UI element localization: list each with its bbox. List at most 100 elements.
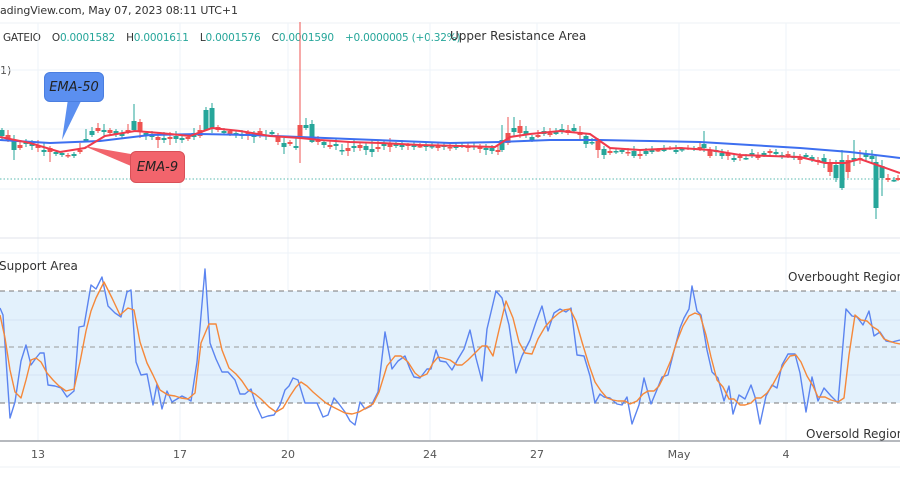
candlestick <box>363 142 369 155</box>
candlestick <box>891 177 897 182</box>
candle-body <box>707 150 713 156</box>
candle-body <box>701 144 707 148</box>
candlestick <box>631 146 637 158</box>
candle-body <box>863 154 869 157</box>
candle-body <box>601 149 607 155</box>
oscillator-pane <box>0 268 900 426</box>
candle-body <box>203 110 209 130</box>
stoch-d-line <box>0 281 900 415</box>
ema9-line <box>0 126 900 174</box>
candlestick <box>107 128 113 135</box>
ema50-callout-pointer <box>62 99 82 140</box>
candle-body <box>53 152 59 154</box>
candlestick <box>381 140 387 150</box>
stoch-k-line <box>0 268 900 426</box>
candlestick <box>595 138 601 158</box>
candle-body <box>65 155 71 157</box>
candlestick <box>71 152 77 158</box>
candle-body <box>429 146 435 148</box>
candle-body <box>309 124 315 142</box>
candle-body <box>643 151 649 154</box>
candlestick <box>293 138 299 150</box>
candle-body <box>137 122 143 132</box>
candlestick <box>749 149 755 158</box>
candlestick <box>895 175 900 181</box>
candlestick <box>885 174 891 182</box>
candle-body <box>661 149 667 151</box>
oversold-annotation: Oversold Region <box>806 427 900 441</box>
candlestick <box>287 140 293 146</box>
candlestick <box>423 142 429 151</box>
ohlc-legend: GATEIO O0.0001582 H0.0001611 L0.0001576 … <box>3 32 468 44</box>
candle-body <box>571 128 577 131</box>
candle-body <box>77 150 83 152</box>
candle-body <box>619 150 625 152</box>
candle-body <box>315 140 321 142</box>
candlestick <box>731 154 737 162</box>
candle-body <box>879 166 885 178</box>
candle-body <box>17 145 23 148</box>
candle-body <box>737 156 743 158</box>
candlestick <box>725 150 731 160</box>
candle-body <box>895 178 900 180</box>
candle-body <box>5 135 11 140</box>
candle-body <box>387 144 393 147</box>
candle-body <box>297 125 303 137</box>
candlestick <box>297 22 303 163</box>
candle-body <box>399 145 405 147</box>
candlestick <box>95 123 101 133</box>
time-axis-tick-label: 17 <box>173 448 187 461</box>
candle-body <box>71 154 77 156</box>
candlestick <box>83 129 89 142</box>
candle-body <box>357 145 363 148</box>
candlestick <box>797 154 803 164</box>
candle-body <box>227 131 233 134</box>
candle-body <box>547 133 553 135</box>
candle-body <box>257 131 263 135</box>
candlestick <box>357 143 363 151</box>
candle-body <box>417 146 423 148</box>
grid-lines <box>0 22 900 468</box>
candle-body <box>221 131 227 133</box>
candlestick <box>137 119 143 138</box>
candle-body <box>833 165 839 178</box>
candle-body <box>59 153 65 155</box>
candlestick <box>203 107 209 130</box>
candle-body <box>483 148 489 150</box>
candle-body <box>275 136 281 142</box>
candle-body <box>281 143 287 147</box>
candlestick <box>89 127 95 137</box>
candle-body <box>553 132 559 134</box>
candle-body <box>95 128 101 131</box>
ema9-callout: EMA-9 <box>130 151 185 183</box>
candlestick <box>821 154 827 168</box>
candlestick <box>839 150 845 190</box>
close-value: 0.0001590 <box>278 32 334 44</box>
candle-body <box>369 149 375 152</box>
time-axis-tick-label: May <box>667 448 691 461</box>
high-label: H <box>126 32 134 44</box>
candle-body <box>839 160 845 188</box>
candle-body <box>773 152 779 154</box>
open-label: O <box>51 32 60 44</box>
candle-body <box>719 153 725 156</box>
candle-body <box>827 162 833 172</box>
candle-body <box>101 130 107 132</box>
candle-body <box>269 132 275 134</box>
candle-body <box>83 139 89 141</box>
candlestick <box>773 149 779 156</box>
price-pane <box>0 22 900 219</box>
candle-body <box>891 180 897 182</box>
candle-body <box>89 131 95 135</box>
change-value: +0.0000005 (+0.32%) <box>344 32 461 44</box>
candle-body <box>885 178 891 180</box>
candle-body <box>631 151 637 156</box>
candle-body <box>345 148 351 151</box>
candle-body <box>185 137 191 139</box>
candle-body <box>589 142 595 144</box>
candle-body <box>761 153 767 155</box>
overbought-annotation: Overbought Region <box>788 270 900 284</box>
candlestick <box>719 149 725 159</box>
candle-body <box>35 146 41 148</box>
